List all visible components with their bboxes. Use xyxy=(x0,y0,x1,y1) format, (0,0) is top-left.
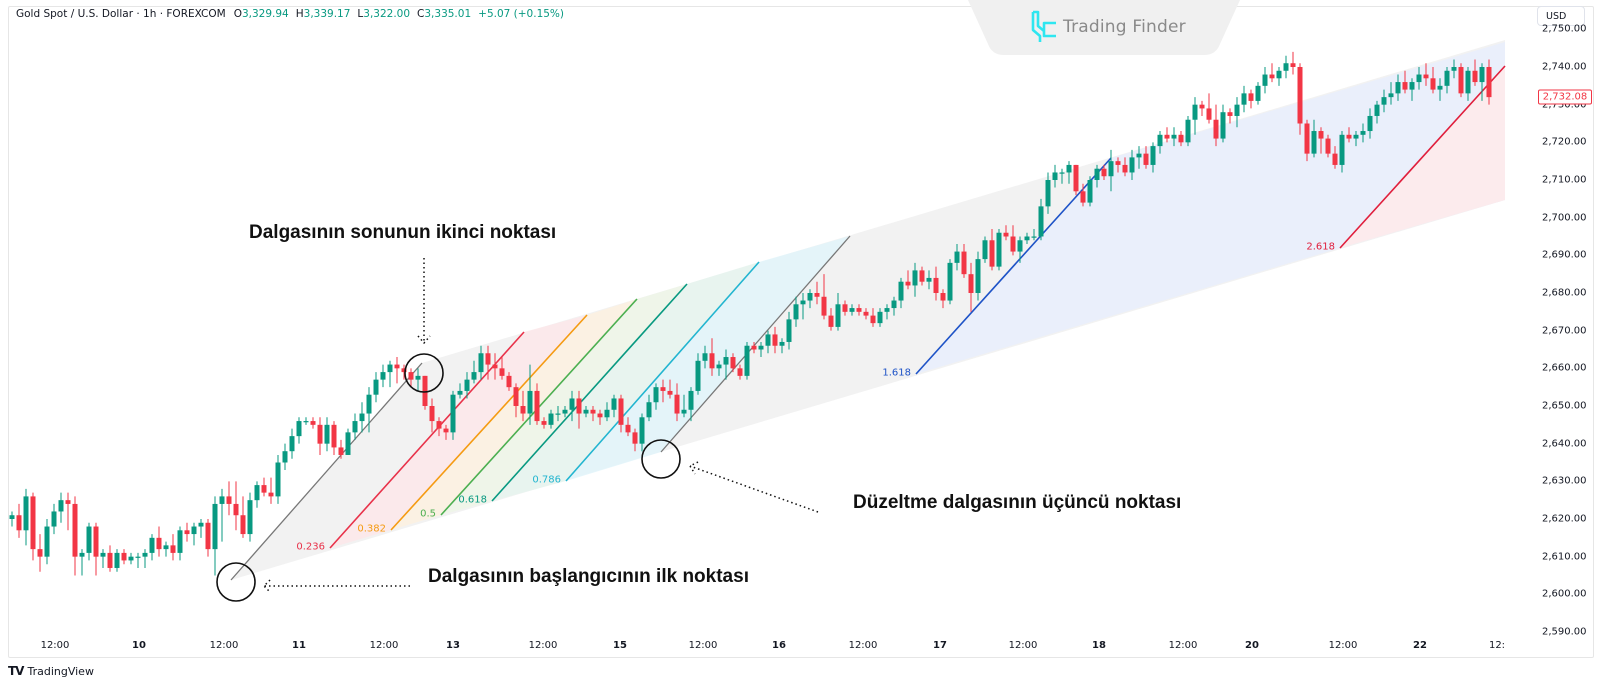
price-tick-label: 2,690.00 xyxy=(1542,249,1587,261)
brand-tab-shape xyxy=(968,0,1240,55)
fib-level-label: 0.5 xyxy=(420,508,436,520)
low-label: L xyxy=(357,8,364,20)
annotation-marks xyxy=(216,258,819,602)
fib-level-label: 0.236 xyxy=(296,541,325,553)
time-tick-label: 12:00 xyxy=(1328,640,1358,651)
price-tick-label: 2,750.00 xyxy=(1542,23,1587,35)
price-tick-label: 2,670.00 xyxy=(1542,325,1587,337)
annotation-text: Dalgasının sonunun ikinci noktası xyxy=(249,222,557,243)
point-0-circle xyxy=(216,562,256,602)
candlestick-series xyxy=(9,51,1492,576)
price-tick-label: 2,620.00 xyxy=(1542,513,1587,525)
current-price-tag: 2,732.08 xyxy=(1538,89,1592,105)
open-label: O xyxy=(233,8,242,20)
symbol-title: Gold Spot / U.S. Dollar · 1h · FOREXCOM xyxy=(16,8,226,20)
price-tick-label: 2,710.00 xyxy=(1542,174,1587,186)
fib-level-line xyxy=(1339,65,1506,249)
fib-level-label: 0.618 xyxy=(458,494,487,506)
annotation-text: Düzeltme dalgasının üçüncü noktası xyxy=(853,492,1182,513)
price-tick-label: 2,610.00 xyxy=(1542,551,1587,563)
fib-level-label: 1.618 xyxy=(882,367,911,379)
fib-level-line xyxy=(390,314,588,531)
time-tick-label: 10 xyxy=(132,640,146,651)
point-2-circle xyxy=(641,439,681,479)
price-tick-label: 2,640.00 xyxy=(1542,438,1587,450)
time-tick-label: 15 xyxy=(613,640,627,651)
price-tick-label: 2,700.00 xyxy=(1542,212,1587,224)
fib-level-line xyxy=(329,331,525,549)
tradingview-logo-text: TradingView xyxy=(27,664,94,678)
fib-level-label: 0.382 xyxy=(357,523,386,535)
time-tick-label: 20 xyxy=(1245,640,1259,651)
fib-extension-bands xyxy=(231,40,1505,580)
time-tick-label: 11 xyxy=(292,640,306,651)
fib-level-label: 2.618 xyxy=(1306,241,1335,253)
fib-level-line xyxy=(565,261,760,482)
time-tick-label: 16 xyxy=(772,640,786,651)
time-tick-label: 12:00 xyxy=(688,640,718,651)
tradingview-logo-icon: TV xyxy=(8,664,25,678)
price-tick-label: 2,730.00 xyxy=(1542,99,1587,111)
time-tick-label: 12:00 xyxy=(209,640,239,651)
brand-name: Trading Finder xyxy=(1063,17,1186,37)
price-tick-label: 2,650.00 xyxy=(1542,400,1587,412)
time-tick-label: 17 xyxy=(933,640,947,651)
fib-level-label: 0.786 xyxy=(532,474,561,486)
time-tick-label: 12:00 xyxy=(1168,640,1198,651)
fib-extension-lines[interactable] xyxy=(230,65,1506,581)
price-axis[interactable]: 2,750.00 2,740.00 2,730.00 2,720.00 2,710.00… xyxy=(1506,6,1592,656)
fib-level-line xyxy=(491,283,688,502)
wave-line xyxy=(230,362,423,581)
projection-line xyxy=(660,235,851,453)
high-label: H xyxy=(295,8,304,20)
symbol-legend[interactable]: Gold Spot / U.S. Dollar · 1h · FOREXCOM … xyxy=(16,8,564,20)
price-tick-label: 2,630.00 xyxy=(1542,475,1587,487)
close-value: 3,335.01 xyxy=(424,8,472,20)
trading-finder-logo-icon xyxy=(1031,10,1056,42)
price-tick-label: 2,590.00 xyxy=(1542,626,1587,638)
price-tick-label: 2,680.00 xyxy=(1542,287,1587,299)
time-tick-label: 12:00 xyxy=(1008,640,1038,651)
time-tick-label: 12:00 xyxy=(40,640,70,651)
high-value: 3,339.17 xyxy=(303,8,351,20)
time-tick-label: 13 xyxy=(446,640,460,651)
price-tick-label: 2,600.00 xyxy=(1542,588,1587,600)
tradingview-logo[interactable]: TV TradingView xyxy=(8,664,94,678)
change-value: +5.07 (+0.15%) xyxy=(478,8,565,20)
time-tick-label: 12:00 xyxy=(369,640,399,651)
fib-level-line xyxy=(915,157,1112,375)
price-tick-label: 2,660.00 xyxy=(1542,362,1587,374)
price-tick-label: 2,720.00 xyxy=(1542,136,1587,148)
currency-button[interactable]: USD xyxy=(1537,6,1585,26)
time-tick-label: 18 xyxy=(1092,640,1106,651)
price-tick-label: 2,740.00 xyxy=(1542,61,1587,73)
close-label: C xyxy=(417,8,425,20)
time-tick-label: 12:00 xyxy=(848,640,878,651)
open-value: 3,329.94 xyxy=(241,8,289,20)
time-tick-label: 12: xyxy=(1488,640,1506,651)
time-tick-label: 22 xyxy=(1413,640,1427,651)
annotation-text: Dalgasının başlangıcının ilk noktası xyxy=(428,566,749,587)
brand-watermark xyxy=(968,0,1240,55)
time-tick-label: 12:00 xyxy=(528,640,558,651)
time-axis[interactable]: 12:00 10 12:00 11 12:00 13 12:00 15 12:00 16 12:00… xyxy=(8,636,1508,656)
point-1-circle xyxy=(404,353,444,393)
low-value: 3,322.00 xyxy=(363,8,411,20)
